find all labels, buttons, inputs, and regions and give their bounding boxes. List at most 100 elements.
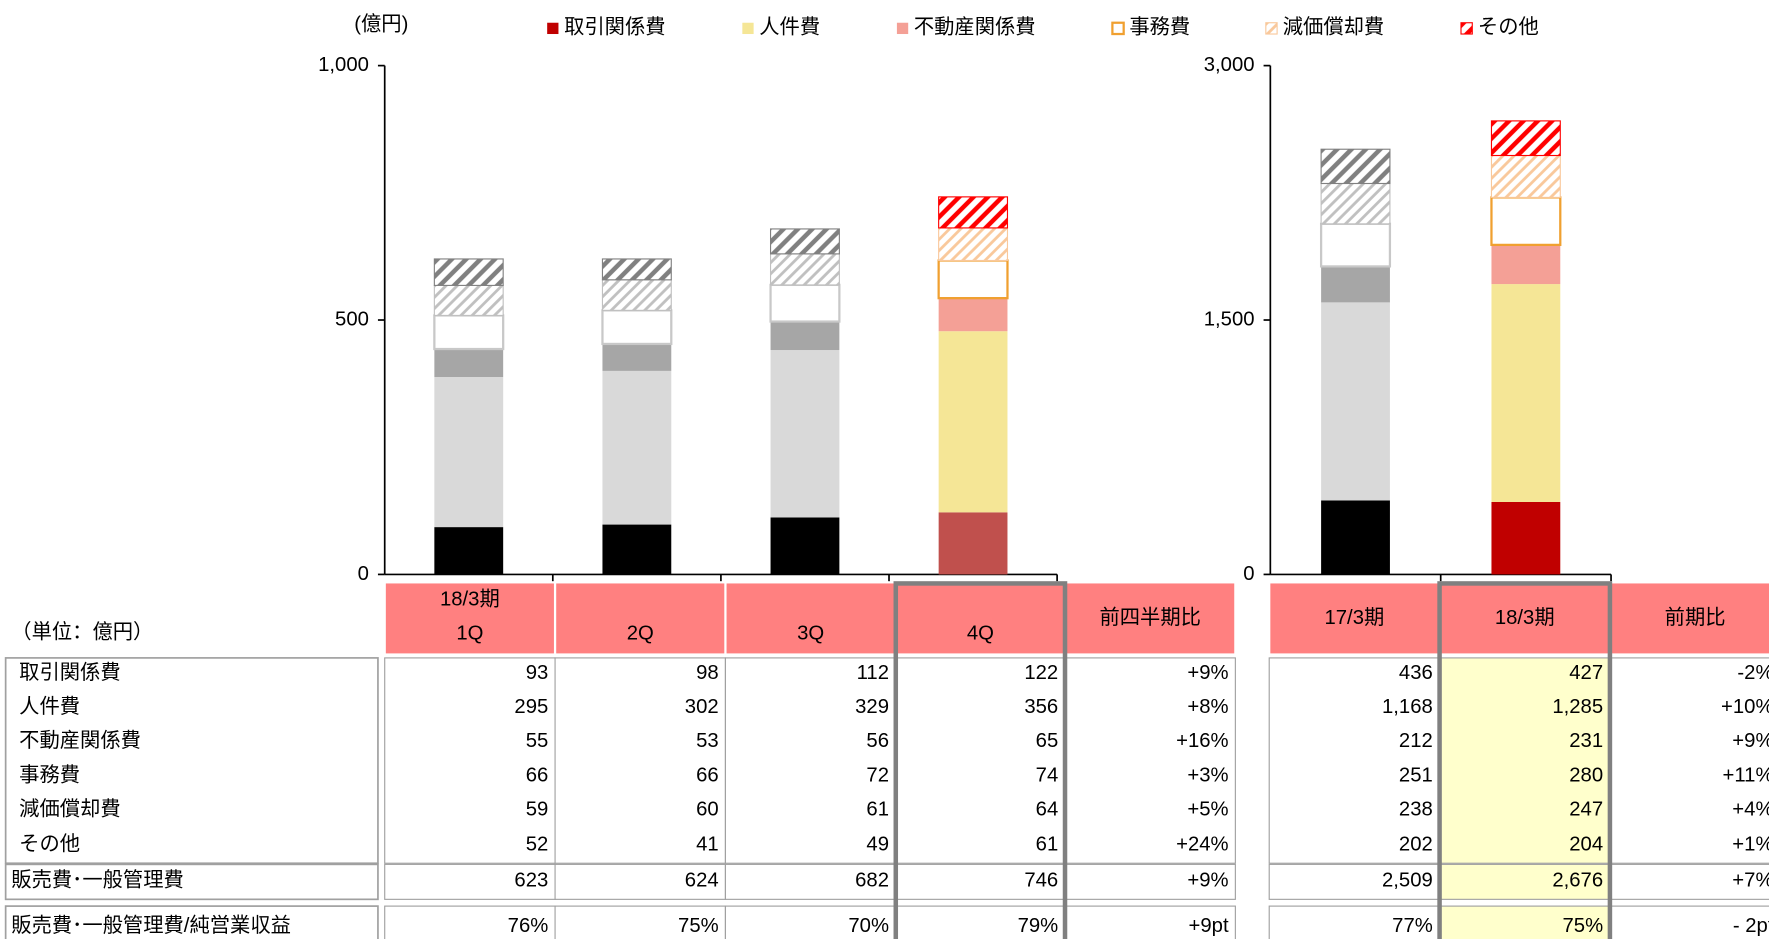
- table-cell: [384, 657, 556, 864]
- y-tick-label: 0: [358, 563, 369, 585]
- cell-value: 53: [696, 730, 719, 752]
- bar-segment: [601, 279, 672, 311]
- header-text: 18/3期: [440, 589, 500, 611]
- highlight-column: [893, 581, 1068, 939]
- cell-value: 70%: [848, 915, 889, 937]
- header-text: 1Q: [456, 623, 483, 645]
- legend-label: 取引関係費: [564, 16, 665, 39]
- cell-value: 66: [526, 765, 549, 787]
- cell-value: 75%: [1563, 915, 1604, 937]
- legend-label: 事務費: [1129, 16, 1190, 39]
- cell-value: 79%: [1018, 915, 1059, 937]
- bar-segment: [1321, 266, 1390, 303]
- cell-value: 55: [526, 730, 549, 752]
- bar-segment: [1319, 222, 1392, 268]
- header-cell: [1440, 583, 1609, 654]
- table-cell: [895, 657, 1066, 864]
- cell-value: 61: [866, 799, 889, 821]
- bar-segment: [938, 298, 1008, 332]
- cell-value: +9%: [1187, 870, 1228, 892]
- header-text: 前期比: [1665, 606, 1726, 629]
- bar-segment: [1491, 244, 1561, 285]
- table-cell: [1064, 657, 1236, 864]
- cell-value: 1,285: [1552, 696, 1603, 718]
- cell-value: +7%: [1732, 870, 1769, 892]
- header-text: 前四半期比: [1099, 606, 1200, 629]
- bar-segment: [938, 331, 1008, 513]
- row-label: その他: [19, 833, 80, 856]
- cell-value: 436: [1399, 662, 1433, 684]
- cell-value: 238: [1399, 799, 1433, 821]
- bar-segment: [769, 283, 841, 323]
- table-cell: [554, 863, 726, 900]
- cell-value: 122: [1024, 662, 1058, 684]
- cell-value: 59: [526, 799, 549, 821]
- cell-value: 1,168: [1382, 696, 1433, 718]
- table-cell: [724, 863, 897, 900]
- cell-value: 76%: [508, 915, 549, 937]
- header-cell: [896, 583, 1064, 654]
- cell-value: 75%: [678, 915, 719, 937]
- cell-value: 72: [866, 765, 889, 787]
- cell-value: 61: [1036, 834, 1059, 856]
- row-label: 販売費･一般管理費: [11, 869, 184, 892]
- cell-value: 49: [866, 834, 889, 856]
- table-cell: [554, 905, 726, 939]
- table-cell: [554, 657, 726, 864]
- table-cell: [1268, 863, 1441, 900]
- bar-segment: [1490, 120, 1561, 157]
- table-cell: [1609, 905, 1769, 939]
- cell-value: 212: [1399, 730, 1433, 752]
- bar-segment: [770, 517, 840, 575]
- table-cell: [1609, 863, 1769, 900]
- cell-value: 329: [855, 696, 889, 718]
- y-tick-label: 1,000: [318, 54, 369, 76]
- cell-value: 52: [526, 834, 549, 856]
- bar-segment: [938, 227, 1009, 262]
- legend-label: 不動産関係費: [914, 16, 1036, 39]
- label-cell: [4, 657, 379, 865]
- cell-value: 231: [1569, 730, 1603, 752]
- legend-marker: [742, 22, 754, 35]
- bar-segment: [434, 377, 504, 528]
- bar-segment: [602, 370, 672, 525]
- cell-value: 74: [1036, 765, 1059, 787]
- cell-value: 356: [1024, 696, 1058, 718]
- legend-label: その他: [1478, 16, 1539, 39]
- cell-value: 65: [1036, 730, 1059, 752]
- bar-segment: [769, 253, 840, 286]
- y-tick-label: 3,000: [1204, 54, 1255, 76]
- legend-marker: [1265, 22, 1278, 35]
- table-cell: [384, 863, 556, 900]
- cell-value: 624: [685, 870, 719, 892]
- bar-segment: [601, 258, 672, 281]
- bar-segment: [434, 349, 504, 378]
- y-tick-label: 1,500: [1204, 308, 1255, 330]
- header-cell: [556, 583, 725, 654]
- cell-value: - 2pt: [1733, 915, 1769, 937]
- bar-segment: [1491, 284, 1561, 503]
- header-text: 3Q: [797, 623, 824, 645]
- bar-segment: [433, 284, 504, 316]
- bar-segment: [769, 228, 840, 255]
- bar-segment: [1320, 148, 1391, 185]
- cell-value: +4%: [1732, 799, 1769, 821]
- cell-value: +5%: [1187, 799, 1228, 821]
- cell-value: 247: [1569, 799, 1603, 821]
- cell-value: +3%: [1187, 765, 1228, 787]
- cell-value: +1%: [1732, 834, 1769, 856]
- header-text: 2Q: [627, 623, 654, 645]
- bar-segment: [1491, 502, 1561, 575]
- label-cell: [4, 905, 379, 939]
- table-cell: [895, 905, 1066, 939]
- header-text: 18/3期: [1495, 607, 1555, 629]
- cell-value: 202: [1399, 834, 1433, 856]
- bar-segment: [433, 314, 505, 351]
- cell-value: 77%: [1392, 915, 1433, 937]
- y-axis-label: (億円): [354, 12, 408, 35]
- bar-segment: [770, 350, 840, 518]
- table-cell: [384, 905, 556, 939]
- header-cell: [1611, 583, 1769, 654]
- table-cell: [1064, 863, 1236, 900]
- cell-value: 302: [685, 696, 719, 718]
